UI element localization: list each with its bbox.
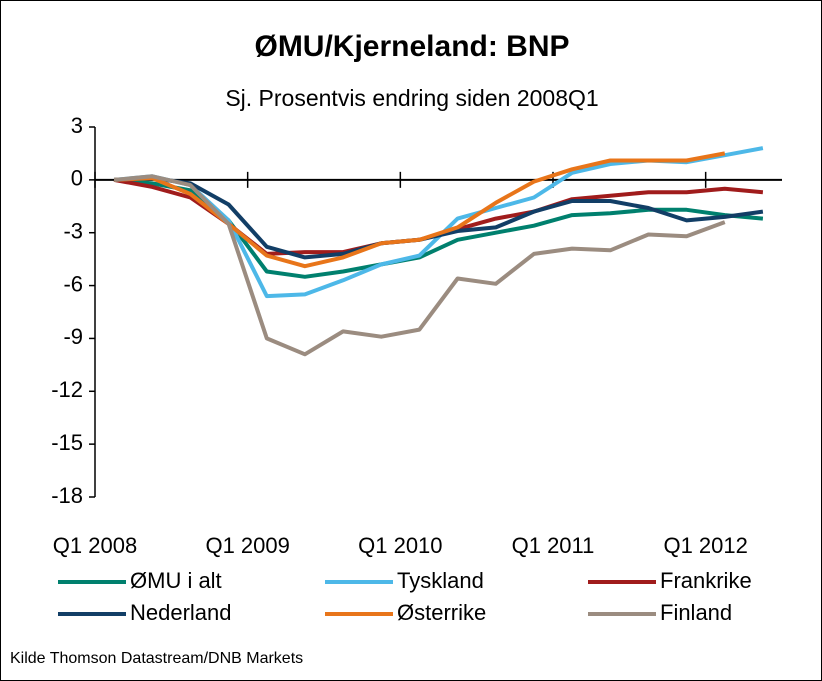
y-tick-label: -6 [63, 271, 83, 296]
legend-label: Finland [660, 600, 732, 625]
chart-subtitle: Sj. Prosentvis endring siden 2008Q1 [225, 85, 598, 111]
legend-label: Nederland [130, 600, 232, 625]
legend-label: Tyskland [397, 568, 484, 593]
y-tick-label: 0 [71, 166, 83, 191]
series-line [114, 151, 726, 269]
source: Kilde Thomson Datastream/DNB Markets [10, 650, 303, 667]
y-tick-label: -9 [63, 324, 83, 349]
x-tick-label: Q1 2011 [512, 533, 595, 558]
y-tick-label: -15 [51, 430, 83, 455]
x-tick-label: Q1 2010 [358, 533, 442, 558]
y-tick-label: -3 [63, 219, 83, 244]
chart-title: ØMU/Kjerneland: BNP [254, 30, 569, 63]
x-tick-label: Q1 2012 [663, 533, 747, 558]
y-tick-label: 3 [71, 113, 83, 138]
y-tick-label: -12 [51, 377, 83, 402]
legend-label: Frankrike [660, 568, 752, 593]
x-tick-label: Q1 2008 [53, 533, 137, 558]
x-tick-label: Q1 2009 [205, 533, 289, 558]
legend-label: ØMU i alt [130, 568, 222, 593]
legend-label: Østerrike [397, 600, 486, 625]
y-tick-label: -18 [51, 483, 83, 508]
series-line [113, 174, 726, 357]
